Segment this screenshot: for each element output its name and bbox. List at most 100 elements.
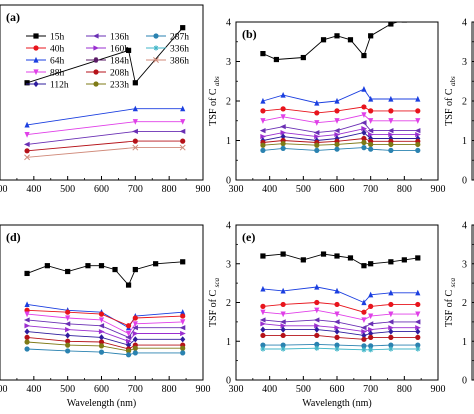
data-point-136h [414, 128, 421, 134]
x-tick-label: 500 [60, 384, 75, 395]
y-tick-label: 2 [226, 97, 231, 108]
data-point-88h [415, 118, 421, 124]
data-point-15h [24, 270, 30, 277]
data-point-64h [24, 301, 30, 308]
series-line-64h [27, 108, 183, 126]
legend-marker-64h [33, 56, 39, 63]
series-line-208h [27, 140, 183, 152]
data-point-15h [180, 259, 186, 265]
data-point-136h [132, 128, 138, 134]
data-point-136h [23, 317, 30, 323]
data-point-112h [65, 332, 71, 339]
data-point-64h [388, 289, 394, 296]
x-tick-label: 600 [94, 384, 109, 395]
series-line-136h [262, 319, 418, 329]
data-point-233h [388, 141, 394, 148]
data-point-160h [180, 330, 186, 337]
data-point-136h [333, 319, 340, 325]
legend-marker-208h [93, 69, 99, 75]
data-point-208h [361, 135, 367, 142]
data-point-208h [368, 334, 374, 340]
data-point-287h [98, 349, 105, 355]
x-tick-label: 800 [397, 384, 412, 395]
data-point-160h [280, 323, 287, 329]
series-group [23, 259, 186, 358]
series-line-136h [27, 130, 183, 145]
data-point-15h [368, 33, 374, 39]
data-point-88h [98, 317, 105, 324]
data-point-112h [415, 328, 421, 335]
data-point-233h [260, 142, 266, 148]
data-point-287h [361, 145, 367, 151]
data-point-136h [414, 319, 421, 325]
x-tick-label: 500 [60, 184, 75, 195]
x-tick-label: 500 [296, 184, 311, 195]
data-point-88h [125, 330, 132, 337]
data-point-64h [180, 105, 186, 112]
data-point-40h [260, 108, 266, 114]
y-tick-label: 3 [226, 259, 231, 270]
y-tick-label: 0 [226, 376, 231, 387]
x-tick-label: 700 [363, 184, 378, 195]
data-point-160h [314, 323, 320, 329]
data-point-64h [334, 97, 340, 104]
series-line-40h [262, 106, 418, 114]
x-tick-label: 300 [229, 184, 244, 195]
y-tick-label: 0 [462, 176, 467, 187]
data-point-40h [132, 315, 138, 321]
data-point-136h [259, 128, 266, 134]
data-point-88h [24, 132, 30, 138]
data-point-208h [314, 332, 320, 339]
data-point-136h [23, 141, 30, 147]
x-tick-label: 700 [128, 384, 143, 395]
y-tick-label: 3 [226, 57, 231, 68]
y-tick-label: 4 [462, 221, 467, 232]
y-tick-label: 4 [226, 18, 231, 29]
data-point-136h [280, 124, 286, 130]
data-point-136h [360, 120, 367, 126]
data-point-88h [180, 119, 186, 125]
data-point-64h [180, 309, 186, 315]
data-point-160h [132, 330, 139, 337]
data-point-112h [361, 332, 367, 339]
legend-label: 233h [110, 81, 129, 91]
data-point-112h [125, 342, 132, 349]
data-point-287h [415, 147, 421, 153]
data-point-136h [98, 323, 105, 329]
legend-marker-40h [33, 45, 39, 51]
data-point-88h [388, 311, 394, 318]
series-line-136h [27, 319, 183, 338]
data-point-88h [368, 118, 374, 124]
legend-label: 136h [110, 33, 129, 43]
y-tick-label: 4 [462, 18, 467, 29]
data-point-233h [65, 342, 71, 348]
legend-marker-336h [153, 45, 159, 51]
data-point-15h [260, 253, 266, 259]
data-point-287h [334, 342, 340, 348]
y-tick-label: 4 [226, 221, 231, 232]
series-line-287h [262, 147, 418, 151]
y-tick-label: 2 [462, 97, 467, 108]
data-point-160h [98, 328, 105, 335]
data-point-40h [368, 108, 374, 114]
data-point-160h [314, 133, 320, 140]
y-axis-label-subscript: abs [449, 76, 457, 86]
x-tick-label: 800 [162, 184, 177, 195]
x-tick-label: 800 [397, 184, 412, 195]
data-point-112h [280, 326, 286, 333]
data-point-40h [260, 303, 266, 309]
data-point-15h [361, 263, 367, 269]
data-point-136h [280, 319, 286, 325]
data-point-40h [334, 108, 340, 114]
data-point-287h [361, 343, 367, 349]
data-point-112h [388, 328, 394, 335]
series-line-15h [26, 27, 184, 84]
data-point-40h [125, 323, 132, 329]
data-point-64h [368, 291, 374, 298]
x-tick-label: 300 [0, 384, 8, 395]
data-point-208h [388, 334, 394, 340]
data-point-15h [280, 251, 286, 257]
data-point-88h [180, 319, 186, 325]
data-point-112h [24, 328, 30, 335]
y-tick-label: 3 [462, 57, 467, 68]
